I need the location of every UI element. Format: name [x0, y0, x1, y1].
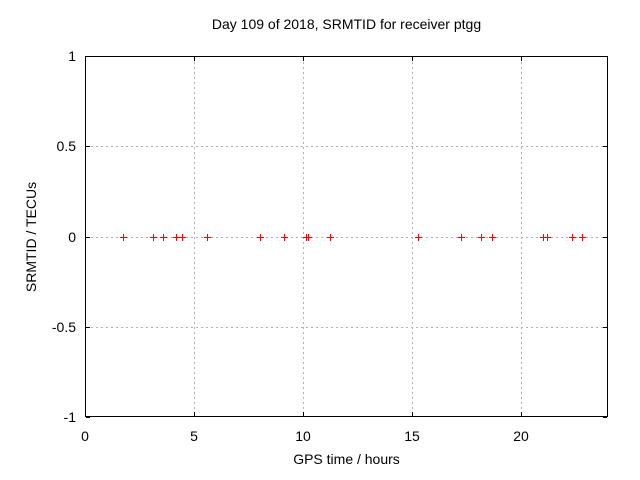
- y-tick-mark: [603, 237, 607, 238]
- data-point-marker: [478, 234, 485, 241]
- data-point-marker: [204, 234, 211, 241]
- x-gridline: [303, 57, 304, 416]
- y-tick-mark: [86, 56, 90, 57]
- data-point-marker: [489, 234, 496, 241]
- x-axis-label: GPS time / hours: [293, 451, 400, 467]
- x-tick-label: 15: [404, 428, 420, 444]
- data-point-marker: [415, 234, 422, 241]
- x-tick-mark: [412, 57, 413, 61]
- data-point-marker: [150, 234, 157, 241]
- x-tick-mark: [521, 412, 522, 416]
- x-gridline: [194, 57, 195, 416]
- data-point-marker: [544, 234, 551, 241]
- data-point-marker: [257, 234, 264, 241]
- y-tick-mark: [603, 146, 607, 147]
- y-tick-label: -0.5: [51, 319, 76, 335]
- chart-title: Day 109 of 2018, SRMTID for receiver ptg…: [211, 16, 482, 32]
- y-tick-label: -1: [63, 409, 76, 425]
- y-tick-label: 1: [68, 48, 76, 64]
- plot-area: [85, 56, 608, 417]
- x-tick-mark: [85, 57, 86, 61]
- data-point-marker: [569, 234, 576, 241]
- x-tick-mark: [303, 57, 304, 61]
- x-tick-mark: [303, 412, 304, 416]
- y-tick-mark: [86, 146, 90, 147]
- x-tick-label: 5: [190, 428, 198, 444]
- y-tick-mark: [603, 417, 607, 418]
- x-tick-mark: [85, 412, 86, 416]
- y-tick-mark: [86, 327, 90, 328]
- data-point-marker: [179, 234, 186, 241]
- y-tick-mark: [86, 417, 90, 418]
- data-point-marker: [327, 234, 334, 241]
- x-tick-mark: [521, 57, 522, 61]
- y-tick-label: 0: [68, 229, 76, 245]
- y-gridline: [86, 146, 607, 147]
- x-tick-mark: [194, 57, 195, 61]
- y-tick-mark: [86, 237, 90, 238]
- x-tick-label: 10: [295, 428, 311, 444]
- x-gridline: [521, 57, 522, 416]
- data-point-marker: [120, 234, 127, 241]
- data-point-marker: [160, 234, 167, 241]
- data-point-marker: [281, 234, 288, 241]
- x-gridline: [412, 57, 413, 416]
- y-tick-mark: [603, 327, 607, 328]
- data-point-marker: [305, 234, 312, 241]
- data-point-marker: [458, 234, 465, 241]
- y-tick-mark: [603, 56, 607, 57]
- y-gridline: [86, 237, 607, 238]
- data-point-marker: [173, 234, 180, 241]
- y-tick-label: 0.5: [56, 138, 76, 154]
- y-gridline: [86, 327, 607, 328]
- x-tick-mark: [194, 412, 195, 416]
- data-point-marker: [579, 234, 586, 241]
- x-tick-mark: [412, 412, 413, 416]
- x-tick-label: 20: [513, 428, 529, 444]
- data-point-marker: [540, 234, 547, 241]
- x-tick-label: 0: [81, 428, 89, 444]
